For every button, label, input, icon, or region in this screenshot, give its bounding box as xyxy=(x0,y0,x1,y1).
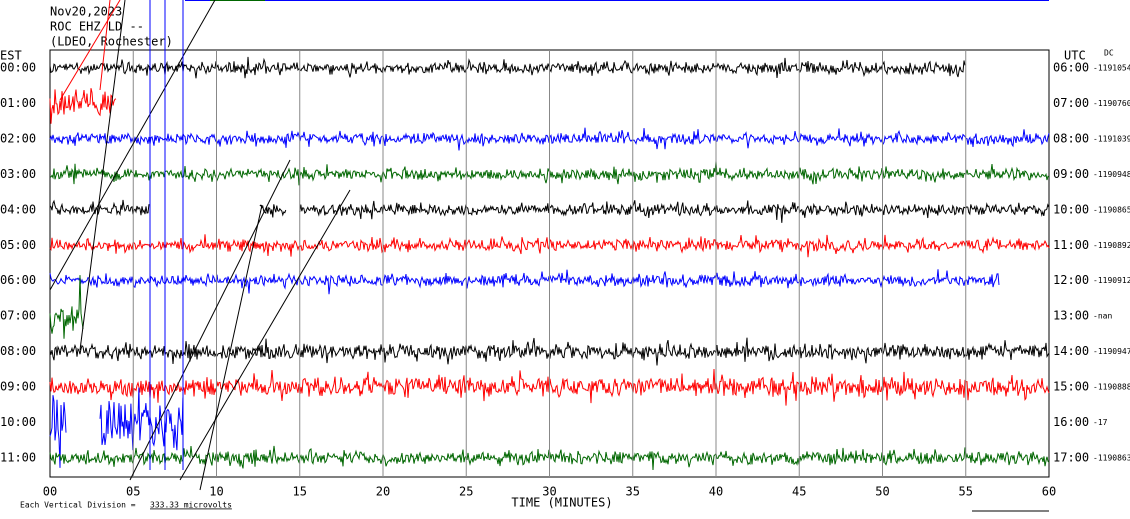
x-tick-label: 40 xyxy=(709,485,723,499)
utc-label: 09:00 xyxy=(1053,167,1089,181)
utc-label: 13:00 xyxy=(1053,309,1089,323)
utc-label: 08:00 xyxy=(1053,131,1089,145)
x-tick-label: 30 xyxy=(542,485,556,499)
dc-label: -1190863 xyxy=(1093,453,1130,462)
dc-label: -1190912 xyxy=(1093,276,1130,285)
dc-label: -1191054 xyxy=(1093,64,1130,73)
trace xyxy=(49,269,1000,295)
trace xyxy=(49,275,84,339)
artifact xyxy=(179,189,351,481)
artifact xyxy=(59,0,121,101)
dc-label: -1190865 xyxy=(1093,205,1130,214)
scale-note: Each Vertical Division = xyxy=(20,501,136,510)
artifact xyxy=(199,204,263,491)
est-label: 06:00 xyxy=(0,273,36,287)
trace xyxy=(299,200,1050,223)
dc-label: -1190948 xyxy=(1093,170,1130,179)
utc-label: 14:00 xyxy=(1053,344,1089,358)
dc-title: DC xyxy=(1104,49,1114,58)
trace xyxy=(49,395,67,468)
scale-value: 333.33 microvolts xyxy=(150,501,232,510)
artifact xyxy=(129,159,291,481)
artifact xyxy=(49,0,216,291)
dc-label: -nan xyxy=(1093,312,1112,321)
dc-label: -1190947 xyxy=(1093,347,1130,356)
location: (LDEO, Rochester) xyxy=(50,35,173,49)
utc-label: 11:00 xyxy=(1053,238,1089,252)
x-tick-label: 25 xyxy=(459,485,473,499)
est-label: 10:00 xyxy=(0,415,36,429)
dc-label: -1190760 xyxy=(1093,99,1130,108)
x-tick-label: 45 xyxy=(792,485,806,499)
trace xyxy=(49,88,117,124)
utc-label: 07:00 xyxy=(1053,96,1089,110)
utc-label: 10:00 xyxy=(1053,202,1089,216)
date: Nov20,2023 xyxy=(50,5,122,19)
artifact xyxy=(79,0,126,351)
utc-label: 15:00 xyxy=(1053,380,1089,394)
dc-label: -1191039 xyxy=(1093,134,1130,143)
x-axis-title: TIME (MINUTES) xyxy=(511,496,612,510)
x-tick-label: 15 xyxy=(293,485,307,499)
artifact xyxy=(99,0,111,91)
est-label: 09:00 xyxy=(0,380,36,394)
utc-title: UTC xyxy=(1064,49,1086,63)
utc-label: 17:00 xyxy=(1053,450,1089,464)
utc-label: 06:00 xyxy=(1053,61,1089,75)
x-tick-label: 55 xyxy=(959,485,973,499)
utc-label: 12:00 xyxy=(1053,273,1089,287)
x-tick-label: 20 xyxy=(376,485,390,499)
est-label: 05:00 xyxy=(0,238,36,252)
x-tick-label: 10 xyxy=(209,485,223,499)
trace xyxy=(99,387,184,451)
dc-label: -17 xyxy=(1093,418,1108,427)
est-label: 11:00 xyxy=(0,450,36,464)
est-label: 04:00 xyxy=(0,202,36,216)
est-label: 01:00 xyxy=(0,96,36,110)
est-label: 07:00 xyxy=(0,309,36,323)
dc-label: -1190888 xyxy=(1093,383,1130,392)
x-tick-label: 50 xyxy=(875,485,889,499)
trace xyxy=(49,56,966,79)
est-label: 08:00 xyxy=(0,344,36,358)
trace xyxy=(259,204,287,218)
est-label: 02:00 xyxy=(0,131,36,145)
est-label: 00:00 xyxy=(0,61,36,75)
trace xyxy=(49,199,150,217)
utc-label: 16:00 xyxy=(1053,415,1089,429)
station: ROC EHZ LD -- xyxy=(50,20,144,34)
dc-label: -1190892 xyxy=(1093,241,1130,250)
est-title: EST xyxy=(0,49,22,63)
x-tick-label: 05 xyxy=(126,485,140,499)
est-label: 03:00 xyxy=(0,167,36,181)
x-tick-label: 35 xyxy=(626,485,640,499)
x-tick-label: 60 xyxy=(1042,485,1056,499)
x-tick-label: 00 xyxy=(43,485,57,499)
